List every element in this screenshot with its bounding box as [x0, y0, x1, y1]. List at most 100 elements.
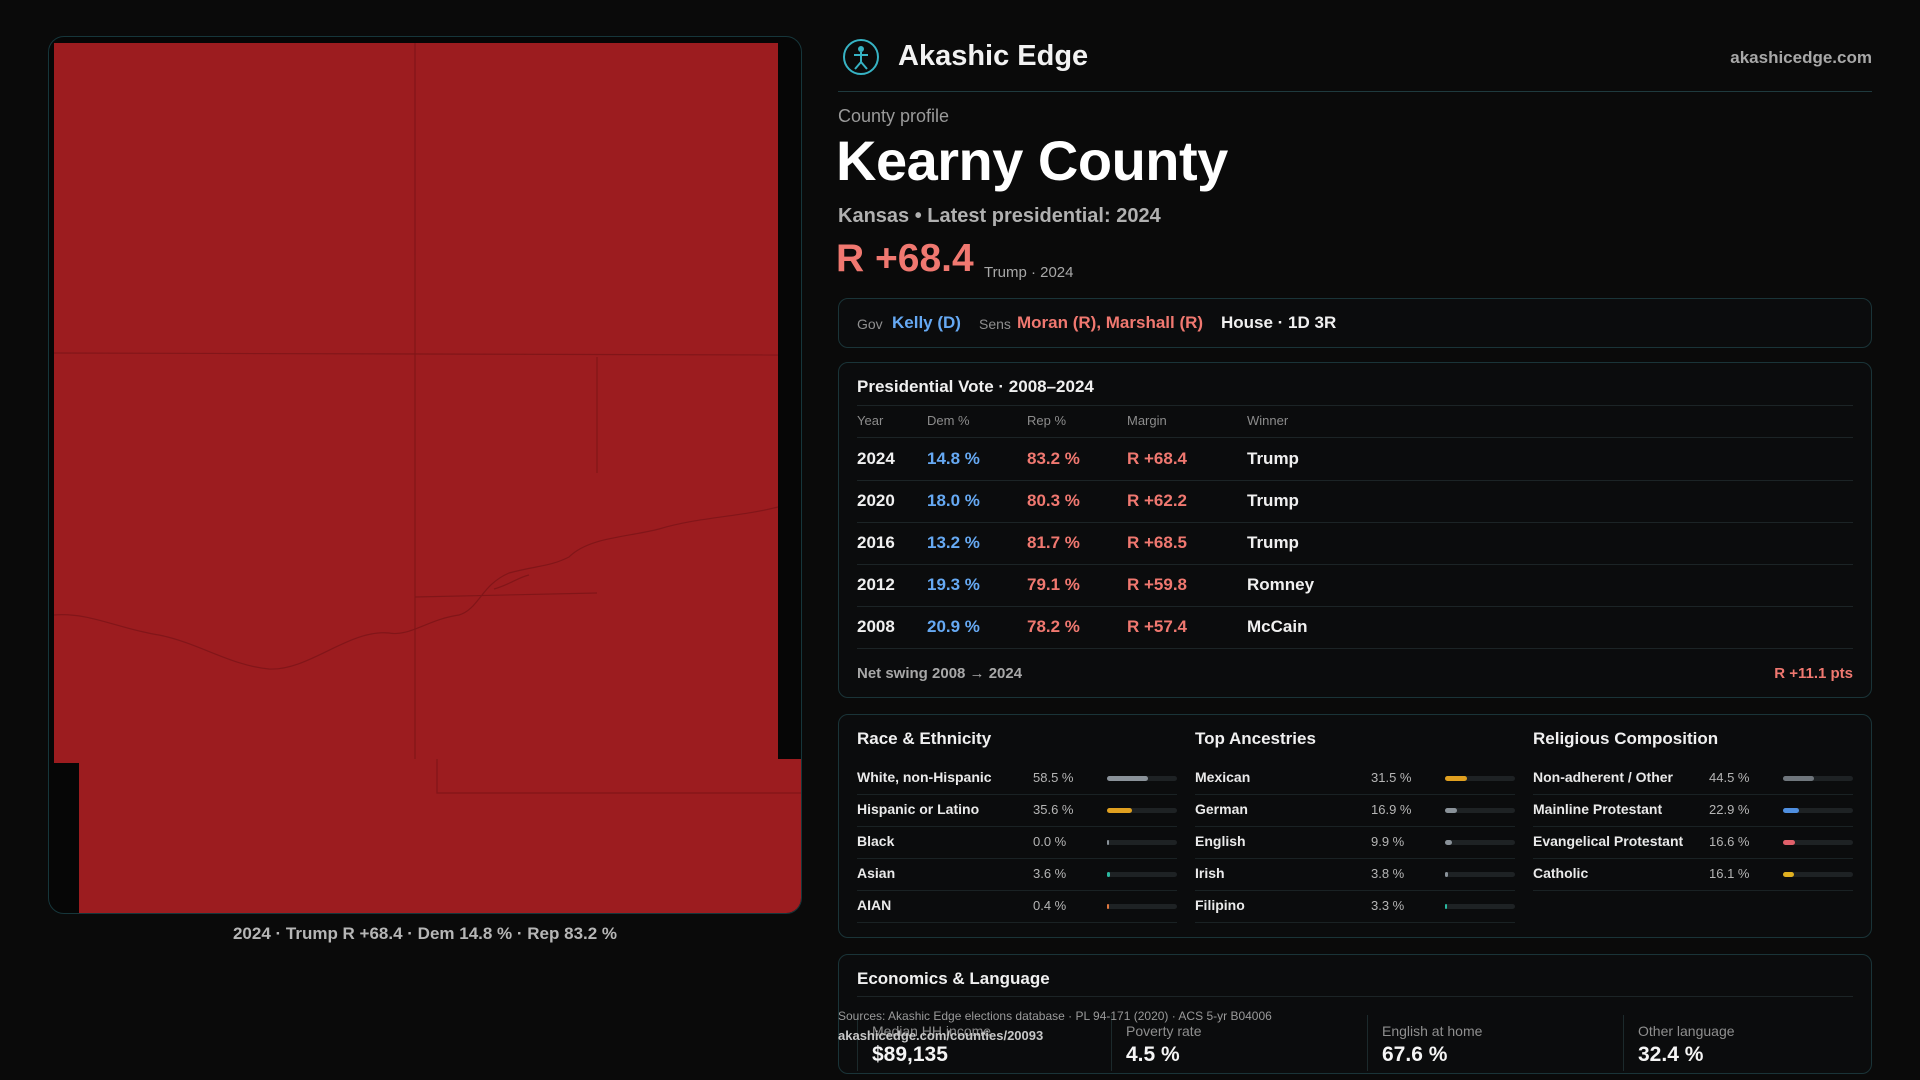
demographic-bar-fill [1107, 840, 1109, 845]
demographic-bar-fill [1783, 872, 1795, 877]
demographic-value: 44.5 % [1709, 770, 1750, 785]
col-header-winner: Winner [1247, 413, 1289, 428]
demographic-row[interactable]: Evangelical Protestant 16.6 % [1533, 827, 1853, 859]
demographic-bar-track [1783, 776, 1853, 781]
demographic-row[interactable]: English 9.9 % [1195, 827, 1515, 859]
divider [857, 522, 1853, 523]
row-rep-pct: 83.2 % [1027, 449, 1080, 468]
table-row[interactable]: 2016 13.2 % 81.7 % R +68.5 Trump [839, 523, 1871, 565]
demographic-bar-track [1107, 776, 1177, 781]
demographic-label: AIAN [857, 897, 892, 913]
governor-name[interactable]: Kelly (D) [892, 313, 961, 332]
demographic-label: German [1195, 801, 1248, 817]
demographic-row[interactable]: Non-adherent / Other 44.5 % [1533, 763, 1853, 795]
county-map[interactable] [49, 37, 802, 914]
demographic-row[interactable]: Hispanic or Latino 35.6 % [857, 795, 1177, 827]
county-url-link[interactable]: akashicedge.com/counties/20093 [838, 1028, 1044, 1043]
akashic-logo-icon[interactable] [842, 38, 880, 76]
col-header-dem: Dem % [927, 413, 970, 428]
demographic-bar-track [1445, 904, 1515, 909]
economic-stat-label: English at home [1382, 1023, 1483, 1039]
demographic-row[interactable]: AIAN 0.4 % [857, 891, 1177, 923]
demographic-row[interactable]: Black 0.0 % [857, 827, 1177, 859]
presidential-vote-card: Presidential Vote · 2008–2024 Year Dem %… [838, 362, 1872, 698]
demographic-label: Asian [857, 865, 896, 881]
demographic-bar-track [1783, 840, 1853, 845]
demographic-bar-track [1445, 808, 1515, 813]
row-winner: Trump [1247, 533, 1299, 552]
demographic-row[interactable]: Mexican 31.5 % [1195, 763, 1515, 795]
demographic-label: Irish [1195, 865, 1225, 881]
demographic-label: Evangelical Protestant [1533, 833, 1684, 849]
demographic-value: 3.8 % [1371, 866, 1405, 881]
demographic-bar-fill [1107, 904, 1109, 909]
house-delegation[interactable]: House · 1D 3R [1221, 313, 1337, 332]
demographic-bar-track [1107, 840, 1177, 845]
demographic-value: 22.9 % [1709, 802, 1750, 817]
site-link[interactable]: akashicedge.com [1730, 48, 1872, 67]
county-map-panel[interactable] [48, 36, 802, 914]
demographic-bar-fill [1445, 808, 1457, 813]
sources-note: Sources: Akashic Edge elections database… [838, 1006, 1272, 1046]
economic-stat: Poverty rate 4.5 % [1111, 1015, 1361, 1071]
table-row[interactable]: 2024 14.8 % 83.2 % R +68.4 Trump [839, 439, 1871, 481]
row-year: 2020 [857, 491, 895, 510]
row-rep-pct: 81.7 % [1027, 533, 1080, 552]
demographic-label: Catholic [1533, 865, 1589, 881]
demographic-label: Mexican [1195, 769, 1251, 785]
row-rep-pct: 80.3 % [1027, 491, 1080, 510]
row-rep-pct: 78.2 % [1027, 617, 1080, 636]
demographic-bar-fill [1783, 808, 1800, 813]
demographic-bar-fill [1783, 776, 1815, 781]
demographic-bar-fill [1107, 776, 1148, 781]
row-margin: R +57.4 [1127, 617, 1188, 636]
table-row[interactable]: 2020 18.0 % 80.3 % R +62.2 Trump [839, 481, 1871, 523]
demographics-card: Race & Ethnicity White, non-Hispanic 58.5 … [838, 714, 1872, 938]
net-swing-label: Net swing 2008 → 2024 [857, 665, 1023, 682]
sens-label: Sens [979, 316, 1011, 332]
county-shape[interactable] [54, 43, 801, 913]
demographic-value: 9.9 % [1371, 834, 1405, 849]
col-header-rep: Rep % [1027, 413, 1067, 428]
row-dem-pct: 13.2 % [927, 533, 980, 552]
demographic-value: 31.5 % [1371, 770, 1412, 785]
table-row[interactable]: 2008 20.9 % 78.2 % R +57.4 McCain [839, 607, 1871, 649]
latest-margin-note: Trump · 2024 [984, 264, 1074, 281]
demographic-value: 3.3 % [1371, 898, 1405, 913]
brand-name[interactable]: Akashic Edge [898, 40, 1089, 72]
demographic-column-title: Religious Composition [1533, 729, 1719, 748]
demographic-bar-track [1445, 840, 1515, 845]
demographic-value: 0.4 % [1033, 898, 1067, 913]
row-winner: Romney [1247, 575, 1315, 594]
demographic-label: Non-adherent / Other [1533, 769, 1674, 785]
divider [857, 437, 1853, 438]
demographic-row[interactable]: White, non-Hispanic 58.5 % [857, 763, 1177, 795]
demographic-bar-fill [1107, 872, 1110, 877]
demographic-column-title: Top Ancestries [1195, 729, 1316, 748]
row-dem-pct: 19.3 % [927, 575, 980, 594]
demographic-row[interactable]: Filipino 3.3 % [1195, 891, 1515, 923]
demographic-row[interactable]: German 16.9 % [1195, 795, 1515, 827]
demographic-row[interactable]: Mainline Protestant 22.9 % [1533, 795, 1853, 827]
divider [857, 606, 1853, 607]
demographic-value: 16.6 % [1709, 834, 1750, 849]
row-margin: R +68.4 [1127, 449, 1188, 468]
demographic-row[interactable]: Asian 3.6 % [857, 859, 1177, 891]
divider [857, 480, 1853, 481]
demographic-bar-track [1107, 904, 1177, 909]
divider [857, 405, 1853, 406]
demographic-row[interactable]: Catholic 16.1 % [1533, 859, 1853, 891]
demographic-label: White, non-Hispanic [857, 769, 992, 785]
economic-stat-value: 32.4 % [1638, 1043, 1704, 1066]
demographic-value: 35.6 % [1033, 802, 1074, 817]
row-year: 2008 [857, 617, 895, 636]
demographic-row[interactable]: Irish 3.8 % [1195, 859, 1515, 891]
county-title: Kearny County [836, 129, 1228, 192]
latest-margin: R +68.4 [836, 237, 974, 280]
table-row[interactable]: 2012 19.3 % 79.1 % R +59.8 Romney [839, 565, 1871, 607]
senators-names[interactable]: Moran (R), Marshall (R) [1017, 313, 1204, 332]
demographic-bar-track [1445, 872, 1515, 877]
demographic-column: Race & Ethnicity White, non-Hispanic 58.5 … [839, 715, 1177, 937]
economics-card: Economics & Language Median HH income $89… [838, 954, 1872, 1074]
row-dem-pct: 14.8 % [927, 449, 980, 468]
